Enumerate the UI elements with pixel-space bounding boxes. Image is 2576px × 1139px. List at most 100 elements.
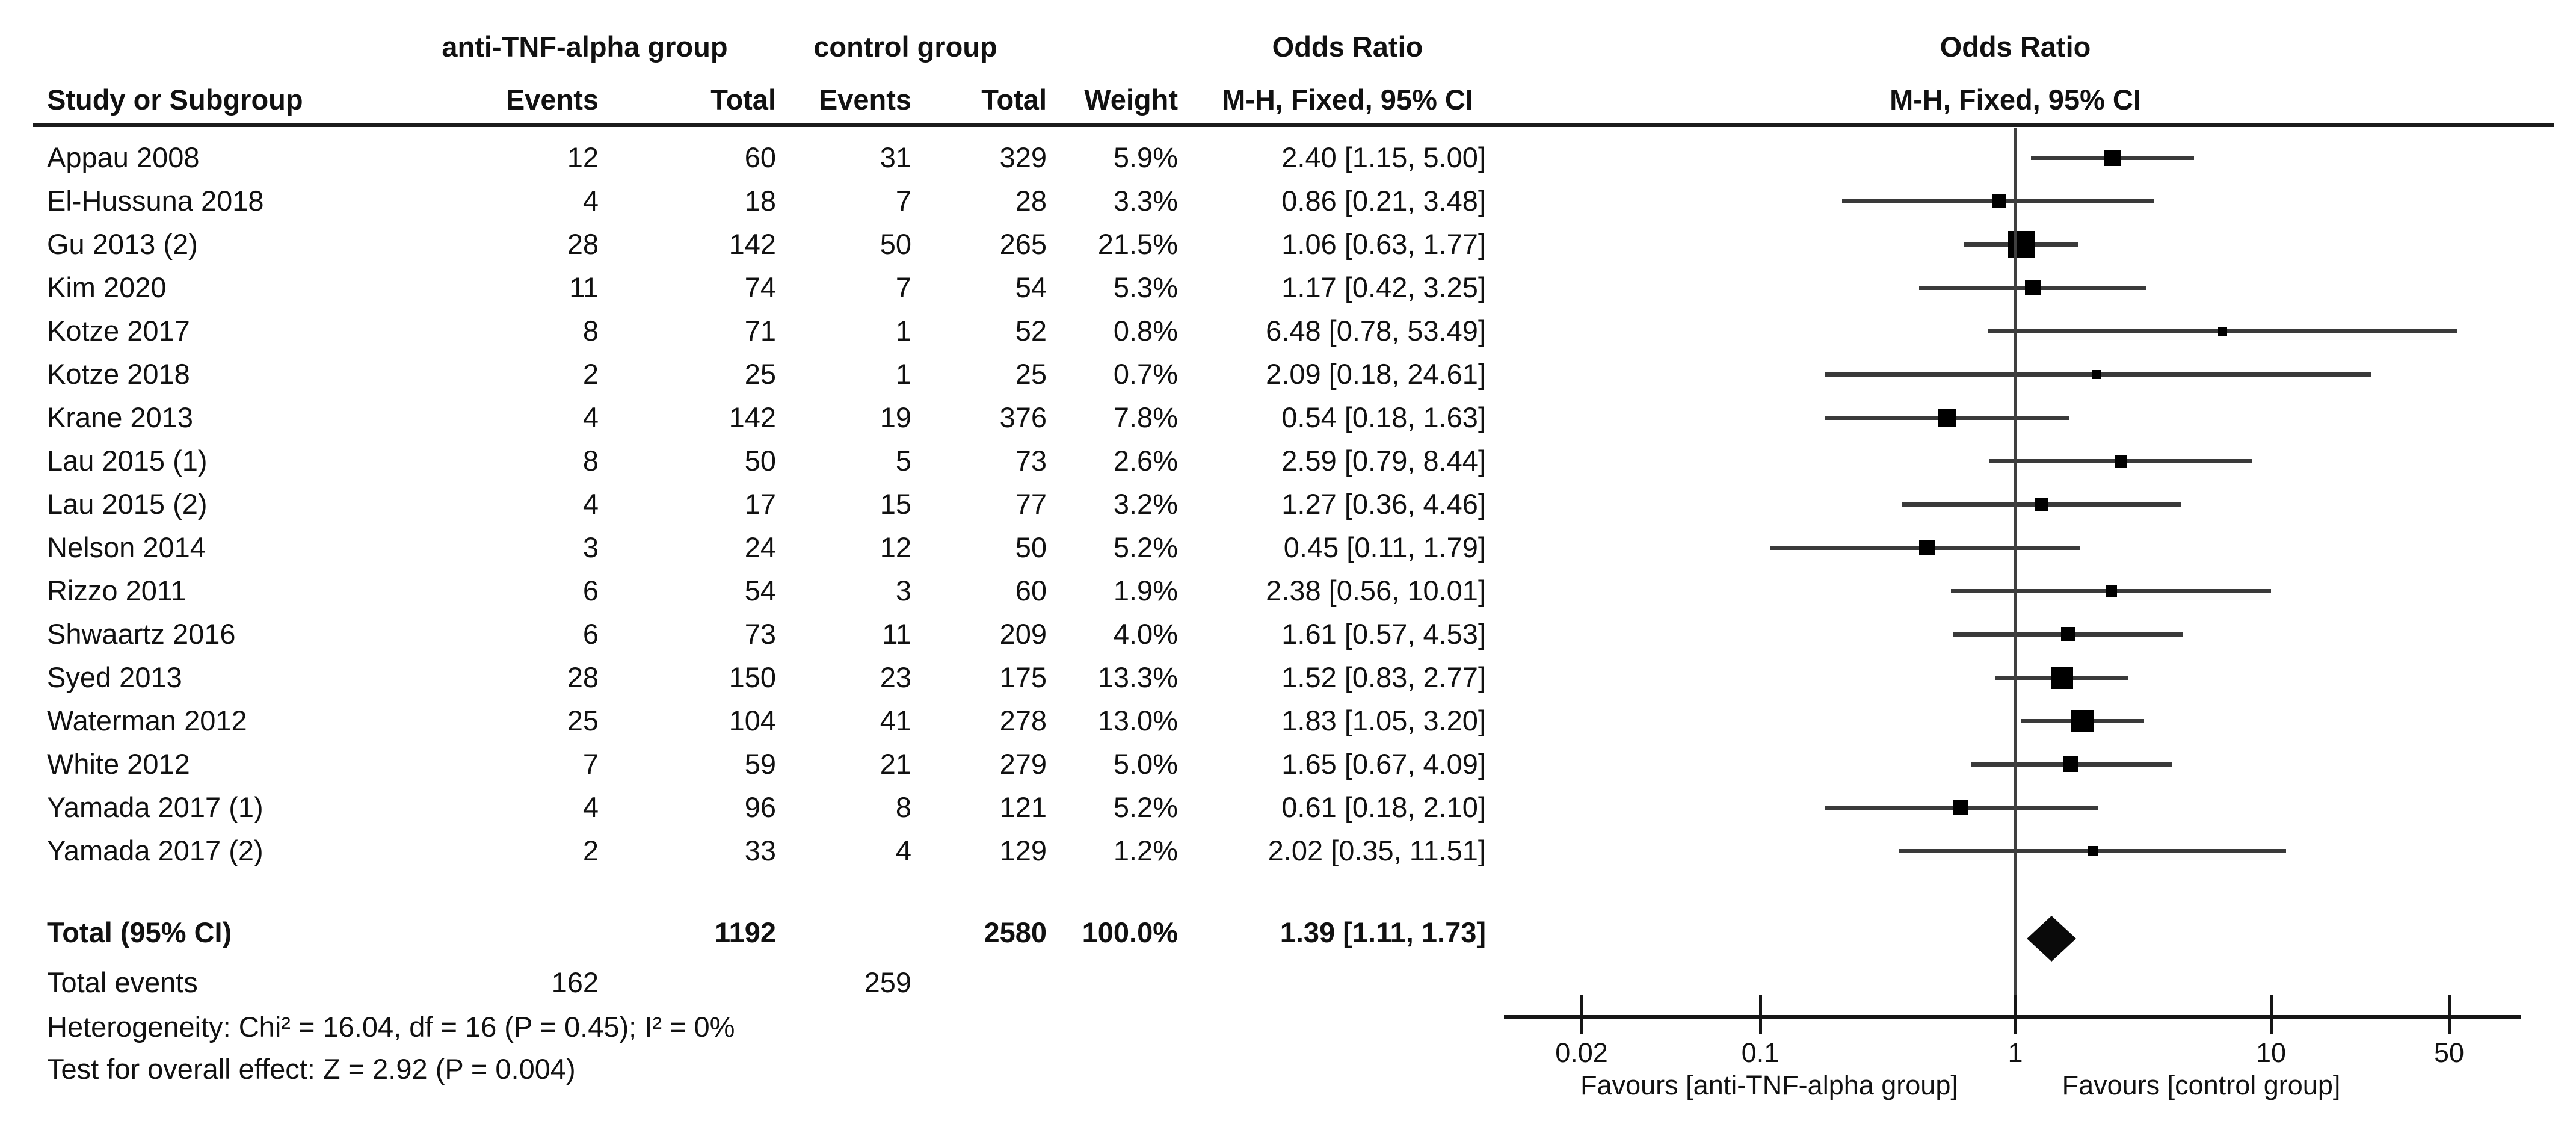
table-row: Kim 2020 11 74 7 54 5.3% 1.17 [0.42, 3.25]	[0, 266, 1504, 309]
study-name: Shwaartz 2016	[47, 618, 236, 650]
label-cell: 1.52 [0.83, 2.77]	[1281, 661, 1486, 693]
study-name: Yamada 2017 (1)	[47, 791, 263, 823]
favours-right-label: Favours [control group]	[2062, 1070, 2341, 1100]
group-header-control: control group	[813, 31, 997, 63]
table-row: El-Hussuna 2018 4 18 7 28 3.3% 0.86 [0.21, 3.4…	[0, 179, 1504, 223]
x-axis-line	[1504, 1015, 2521, 1019]
weight-cell: 7.8%	[1113, 401, 1178, 433]
table-row: Kotze 2017 8 71 1 52 0.8% 6.48 [0.78, 53.49]	[0, 309, 1504, 353]
events-treat-cell: 4	[582, 185, 599, 217]
total-treat-cell: 96	[744, 791, 776, 823]
total-treat-cell: 17	[744, 488, 776, 520]
label-cell: 0.54 [0.18, 1.63]	[1281, 401, 1486, 433]
label-cell: 1.06 [0.63, 1.77]	[1281, 228, 1486, 260]
axis-tick-label: 10	[2255, 1037, 2287, 1068]
axis-tick	[1759, 995, 1762, 1034]
events-ctrl-cell: 21	[880, 748, 911, 780]
table-row: Yamada 2017 (2) 2 33 4 129 1.2% 2.02 [0.35, 11…	[0, 829, 1504, 872]
total-treat-cell: 33	[744, 835, 776, 866]
label-cell: 2.38 [0.56, 10.01]	[1266, 575, 1486, 607]
total-ctrl-cell: 121	[999, 791, 1047, 823]
study-name: El-Hussuna 2018	[47, 185, 264, 217]
label-cell: 1.83 [1.05, 3.20]	[1281, 705, 1486, 736]
total-ctrl-cell: 265	[999, 228, 1047, 260]
study-name: Nelson 2014	[47, 531, 206, 563]
events-ctrl-cell: 7	[895, 185, 911, 217]
or-marker	[2218, 327, 2227, 336]
weight-cell: 4.0%	[1113, 618, 1178, 650]
total-ctrl-cell: 73	[1015, 445, 1047, 477]
events-ctrl-cell: 15	[880, 488, 911, 520]
events-ctrl-cell: 1	[895, 358, 911, 390]
study-name: Krane 2013	[47, 401, 194, 433]
label-cell: 0.45 [0.11, 1.79]	[1283, 531, 1486, 563]
study-name: Yamada 2017 (2)	[47, 835, 263, 866]
table-row: Rizzo 2011 6 54 3 60 1.9% 2.38 [0.56, 10.01]	[0, 569, 1504, 613]
study-name: Syed 2013	[47, 661, 182, 693]
or-marker	[2025, 280, 2041, 295]
or-marker	[2115, 455, 2127, 468]
weight-cell: 21.5%	[1097, 228, 1178, 260]
total-weight: 100.0%	[1082, 916, 1178, 948]
total-row-label: Total (95% CI)	[47, 916, 232, 948]
axis-tick-label: 1	[2007, 1037, 2023, 1068]
events-ctrl-cell: 7	[895, 271, 911, 303]
weight-cell: 13.0%	[1097, 705, 1178, 736]
events-treat-cell: 2	[582, 835, 599, 866]
or-marker	[2008, 231, 2035, 258]
or-column-title: Odds Ratio	[1272, 31, 1423, 63]
events-treat-cell: 4	[582, 791, 599, 823]
or-marker	[2035, 498, 2048, 511]
events-ctrl-cell: 8	[895, 791, 911, 823]
label-cell: 1.17 [0.42, 3.25]	[1281, 271, 1486, 303]
total-ctrl-cell: 175	[999, 661, 1047, 693]
table-row: Syed 2013 28 150 23 175 13.3% 1.52 [0.83, 2.77…	[0, 656, 1504, 699]
or-marker	[2051, 667, 2073, 689]
total-diamond	[2027, 916, 2077, 962]
events-ctrl-cell: 31	[880, 141, 911, 173]
or-marker	[1992, 194, 2006, 208]
total-events-label: Total events	[47, 966, 198, 998]
group-header-treatment: anti-TNF-alpha group	[442, 31, 728, 63]
events-ctrl-cell: 50	[880, 228, 911, 260]
weight-cell: 5.2%	[1113, 531, 1178, 563]
col-header-total-treat: Total	[710, 84, 776, 116]
or-marker	[2061, 627, 2075, 641]
table-row: Appau 2008 12 60 31 329 5.9% 2.40 [1.15, 5.00]	[0, 136, 1504, 179]
total-treat-cell: 60	[744, 141, 776, 173]
or-marker	[1919, 540, 1935, 555]
or-marker	[2088, 846, 2098, 856]
label-cell: 0.86 [0.21, 3.48]	[1281, 185, 1486, 217]
table-row: Shwaartz 2016 6 73 11 209 4.0% 1.61 [0.57, 4.5…	[0, 613, 1504, 656]
events-treat-cell: 7	[582, 748, 599, 780]
axis-tick-label: 0.1	[1741, 1037, 1779, 1068]
total-ctrl-cell: 77	[1015, 488, 1047, 520]
weight-cell: 0.8%	[1113, 315, 1178, 347]
study-name: Waterman 2012	[47, 705, 247, 736]
events-treat-cell: 2	[582, 358, 599, 390]
events-treat-cell: 25	[567, 705, 599, 736]
total-treat-cell: 142	[729, 401, 776, 433]
or-marker	[2071, 710, 2094, 732]
no-effect-line	[2014, 128, 2017, 1017]
plot-header-mh-ci: M-H, Fixed, 95% CI	[1890, 84, 2141, 116]
label-cell: 2.02 [0.35, 11.51]	[1268, 835, 1486, 866]
total-treat-cell: 74	[744, 271, 776, 303]
axis-tick	[2270, 995, 2273, 1034]
events-ctrl-cell: 11	[882, 618, 911, 650]
events-ctrl-cell: 4	[895, 835, 911, 866]
events-ctrl-cell: 3	[895, 575, 911, 607]
label-cell: 2.59 [0.79, 8.44]	[1281, 445, 1486, 477]
or-marker	[1953, 800, 1968, 815]
total-treat-n: 1192	[715, 916, 776, 948]
total-treat-cell: 18	[744, 185, 776, 217]
events-treat-cell: 12	[567, 141, 599, 173]
study-name: Gu 2013 (2)	[47, 228, 198, 260]
header-rule	[33, 123, 2554, 127]
study-name: Lau 2015 (2)	[47, 488, 208, 520]
table-row: Lau 2015 (2) 4 17 15 77 3.2% 1.27 [0.36, 4.46]	[0, 483, 1504, 526]
total-events-treat: 162	[551, 966, 599, 998]
